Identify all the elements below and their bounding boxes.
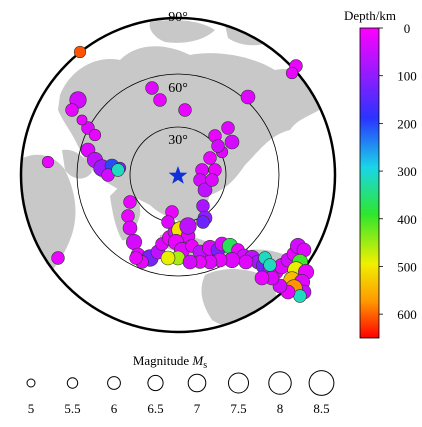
ring-label-30: 30°: [168, 133, 188, 148]
earthquake-event: [160, 250, 176, 266]
earthquake-event: [76, 114, 88, 126]
legend-circle: [268, 371, 292, 395]
earthquake-event: [121, 209, 135, 223]
legend-circle: [26, 378, 36, 388]
station-star-icon: [168, 166, 188, 184]
earthquake-event: [196, 199, 210, 213]
earthquake-event: [238, 254, 254, 270]
earthquake-event: [73, 45, 87, 59]
arctic-land: [149, 20, 215, 43]
earthquake-event: [111, 163, 125, 177]
earthquake-event: [122, 220, 138, 236]
magnitude-legend: 5 5.5 6 6.5 7 7.5 8 8.5: [26, 370, 335, 416]
legend-circle: [147, 374, 164, 392]
earthquake-event: [161, 215, 175, 229]
earthquake-event: [182, 254, 198, 270]
colorbar-tick-label: 500: [397, 259, 417, 274]
legend-circle: [308, 370, 335, 396]
earthquake-event: [129, 251, 143, 265]
legend-label: 8.5: [313, 401, 329, 416]
eurasia-land: [58, 46, 330, 225]
legend-label: 6: [111, 401, 118, 416]
ring-label-90: 90°: [168, 10, 188, 25]
earthquake-event: [285, 66, 299, 80]
earthquake-event: [123, 195, 137, 209]
earthquake-event: [178, 103, 192, 117]
earthquake-event: [65, 103, 79, 117]
legend-label: 7: [194, 401, 201, 416]
earthquake-event: [240, 89, 256, 105]
earthquake-events: [41, 45, 314, 303]
colorbar-ticks: 0 100 200 300 400 500 600: [379, 21, 417, 322]
colorbar-tick-label: 0: [404, 21, 411, 36]
colorbar-tick-label: 100: [397, 69, 417, 84]
legend-label: 6.5: [147, 401, 163, 416]
map-boundary-ring: [19, 16, 337, 334]
earthquake-event: [153, 93, 167, 107]
earthquake-event: [197, 182, 213, 198]
legend-circle: [228, 372, 249, 394]
legend-circle: [66, 377, 79, 389]
legend-circle: [187, 373, 207, 393]
legend-label: 8: [277, 401, 284, 416]
earthquake-event: [196, 215, 210, 229]
colorbar-tick-label: 600: [397, 307, 417, 322]
colorbar: [359, 27, 380, 339]
earthquake-event: [145, 81, 159, 95]
earthquake-event: [211, 139, 225, 153]
earthquake-event: [254, 270, 270, 286]
earthquake-event: [126, 234, 143, 251]
legend-circle: [107, 376, 121, 390]
earthquake-event: [293, 289, 307, 303]
earthquake-event: [224, 134, 240, 150]
earthquake-event: [203, 151, 217, 165]
ring-label-60: 60°: [168, 81, 188, 96]
earthquake-event: [41, 155, 55, 169]
legend-label: 5.5: [64, 401, 80, 416]
earthquake-event: [51, 251, 65, 265]
legend-label: 5: [28, 401, 35, 416]
colorbar-title: Depth/km: [344, 8, 396, 23]
earthquake-event: [179, 217, 197, 235]
legend-title: Magnitude Ms: [133, 353, 207, 371]
earthquake-event: [205, 173, 219, 187]
earthquake-event: [221, 121, 235, 135]
colorbar-tick-label: 300: [397, 164, 417, 179]
earthquake-event: [88, 128, 102, 142]
legend-label: 7.5: [230, 401, 246, 416]
colorbar-tick-label: 400: [397, 212, 417, 227]
ring-60: [76, 73, 280, 277]
arabia-land: [62, 149, 92, 179]
colorbar-tick-label: 200: [397, 116, 417, 131]
earthquake-event: [263, 258, 277, 272]
